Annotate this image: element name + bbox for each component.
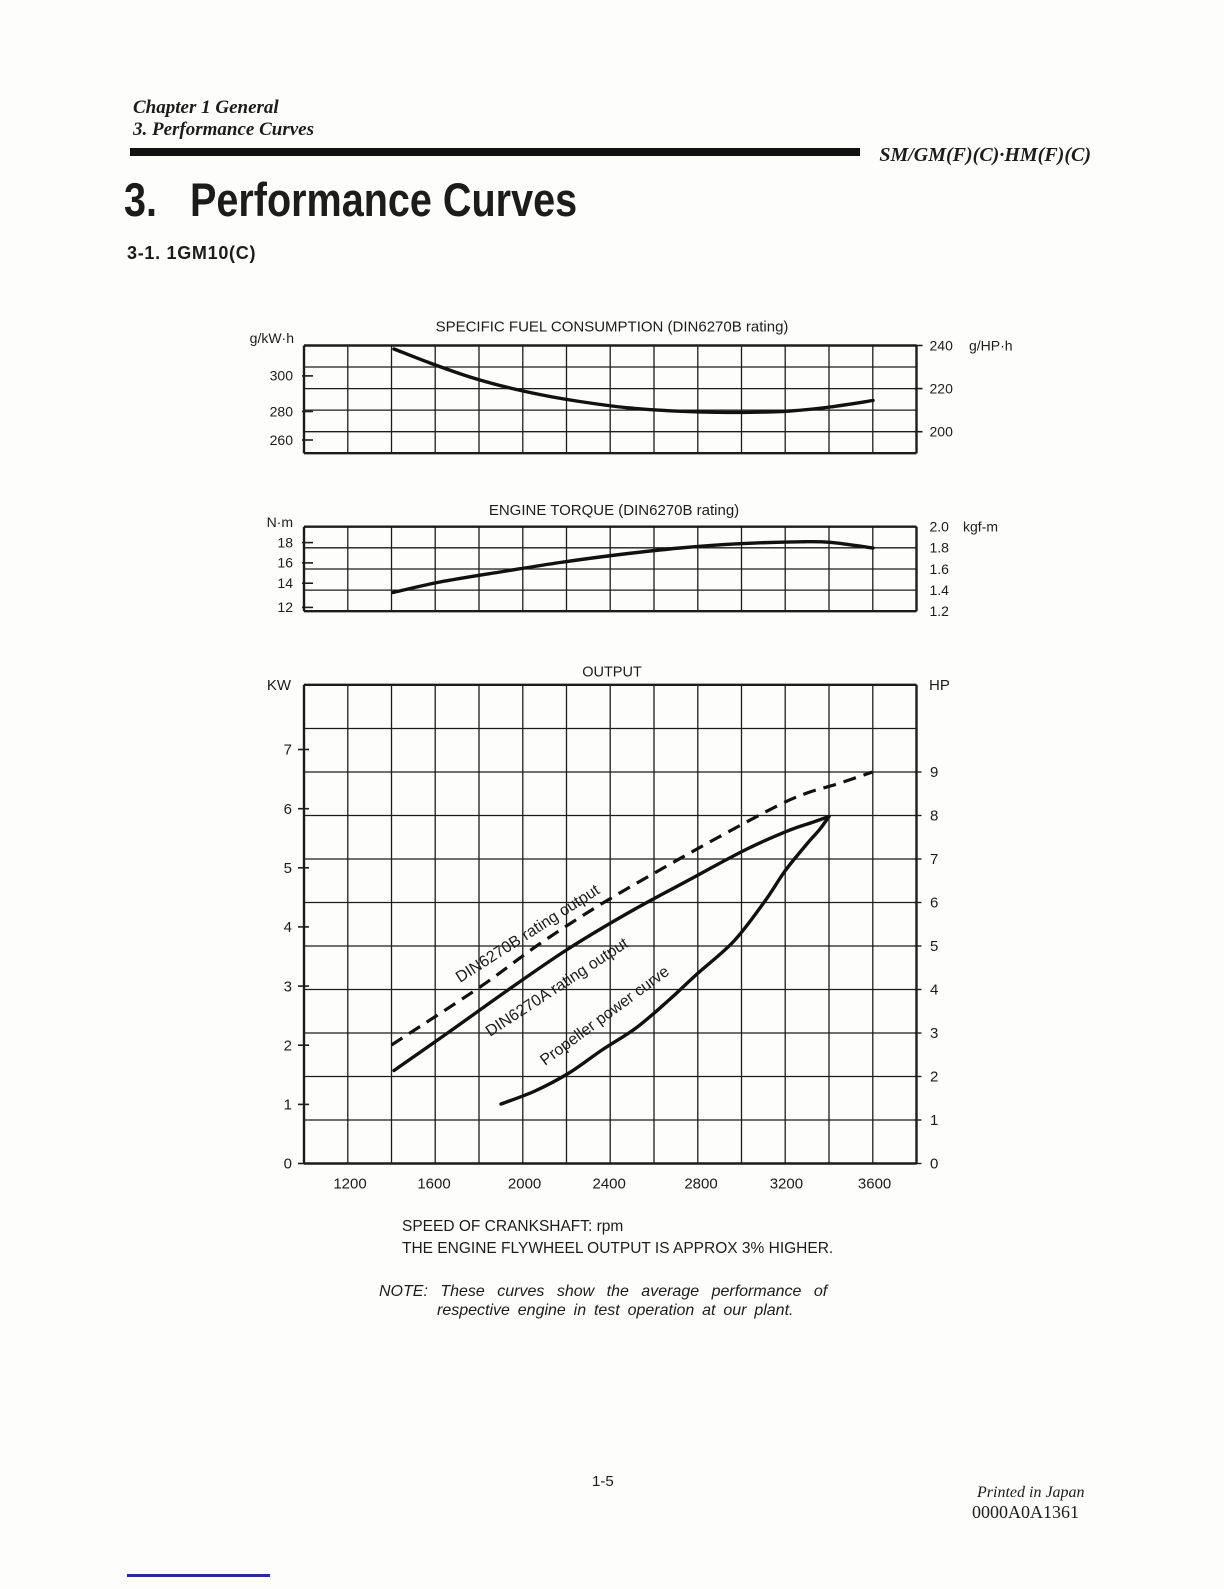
svg-text:3200: 3200 bbox=[770, 1176, 803, 1193]
svg-text:6: 6 bbox=[930, 895, 938, 912]
svg-text:12: 12 bbox=[277, 599, 293, 615]
svg-text:3600: 3600 bbox=[858, 1176, 891, 1193]
svg-text:KW: KW bbox=[267, 677, 292, 694]
svg-text:N·m: N·m bbox=[267, 514, 293, 530]
svg-text:2: 2 bbox=[284, 1037, 292, 1054]
svg-text:OUTPUT: OUTPUT bbox=[582, 665, 642, 681]
svg-text:2400: 2400 bbox=[593, 1176, 626, 1193]
svg-text:3: 3 bbox=[284, 978, 292, 995]
svg-text:300: 300 bbox=[270, 368, 294, 384]
svg-text:1.2: 1.2 bbox=[930, 603, 950, 619]
svg-text:0: 0 bbox=[284, 1156, 292, 1173]
svg-text:ENGINE TORQUE (DIN6270B rating: ENGINE TORQUE (DIN6270B rating) bbox=[489, 502, 739, 519]
svg-text:2: 2 bbox=[930, 1069, 938, 1086]
svg-text:280: 280 bbox=[270, 403, 294, 419]
svg-text:kgf-m: kgf-m bbox=[963, 519, 998, 535]
svg-text:7: 7 bbox=[284, 742, 292, 759]
svg-text:g/kW·h: g/kW·h bbox=[250, 330, 294, 346]
svg-text:4: 4 bbox=[284, 919, 292, 936]
svg-text:1: 1 bbox=[930, 1112, 938, 1129]
svg-text:1600: 1600 bbox=[417, 1176, 450, 1193]
svg-text:200: 200 bbox=[930, 424, 954, 440]
svg-text:14: 14 bbox=[277, 575, 293, 591]
svg-text:3: 3 bbox=[930, 1025, 938, 1042]
svg-text:4: 4 bbox=[930, 982, 938, 999]
svg-text:1.4: 1.4 bbox=[930, 582, 950, 598]
svg-text:2.0: 2.0 bbox=[930, 519, 950, 535]
svg-text:SPECIFIC FUEL CONSUMPTION (DIN: SPECIFIC FUEL CONSUMPTION (DIN6270B rati… bbox=[436, 319, 789, 336]
svg-text:1.8: 1.8 bbox=[930, 540, 950, 556]
svg-text:7: 7 bbox=[930, 851, 938, 868]
svg-text:1.6: 1.6 bbox=[930, 561, 950, 577]
svg-text:1: 1 bbox=[284, 1097, 292, 1114]
svg-text:5: 5 bbox=[930, 938, 938, 955]
svg-text:220: 220 bbox=[930, 380, 954, 396]
svg-text:240: 240 bbox=[930, 337, 954, 353]
svg-text:2000: 2000 bbox=[508, 1176, 541, 1193]
svg-text:2800: 2800 bbox=[684, 1176, 717, 1193]
svg-text:HP: HP bbox=[929, 677, 950, 694]
svg-text:6: 6 bbox=[284, 801, 292, 818]
svg-text:g/HP·h: g/HP·h bbox=[969, 337, 1013, 353]
svg-text:5: 5 bbox=[284, 860, 292, 877]
svg-text:16: 16 bbox=[277, 555, 293, 571]
svg-text:0: 0 bbox=[930, 1156, 938, 1173]
svg-text:1200: 1200 bbox=[333, 1176, 366, 1193]
svg-text:260: 260 bbox=[270, 432, 294, 448]
svg-text:9: 9 bbox=[930, 764, 938, 781]
svg-text:8: 8 bbox=[930, 808, 938, 825]
svg-text:18: 18 bbox=[277, 534, 293, 550]
